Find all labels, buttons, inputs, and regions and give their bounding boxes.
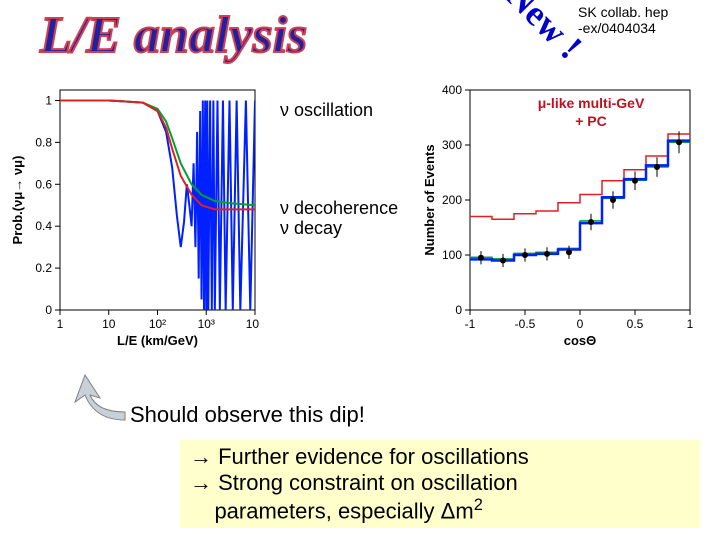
svg-text:100: 100	[442, 248, 462, 262]
svg-text:0: 0	[45, 303, 52, 317]
svg-text:10²: 10²	[149, 317, 166, 331]
svg-text:0: 0	[577, 317, 584, 331]
conclusion-line1: → Further evidence for oscillations	[190, 444, 690, 470]
svg-text:L/E (km/GeV): L/E (km/GeV)	[117, 333, 198, 348]
conclusion-box: → Further evidence for oscillations → St…	[180, 440, 700, 528]
svg-text:200: 200	[442, 193, 462, 207]
svg-text:10: 10	[102, 317, 116, 331]
conclusion-line2: → Strong constraint on oscillation	[190, 470, 690, 496]
svg-text:1: 1	[57, 317, 64, 331]
page-title: L/E analysis L/E analysis	[40, 6, 307, 65]
reference-text: SK collab. hep -ex/0404034	[578, 4, 708, 36]
new-badge: New !	[498, 0, 591, 67]
svg-text:0.2: 0.2	[35, 261, 52, 275]
label-decay: ν decay	[280, 218, 342, 239]
svg-text:0.6: 0.6	[35, 177, 52, 191]
svg-text:-1: -1	[465, 317, 476, 331]
svg-text:1: 1	[687, 317, 694, 331]
svg-text:10⁴: 10⁴	[246, 317, 260, 331]
event-count-chart: -1 -0.5 0 0.5 1 0 100 200 300 400 cosΘ Number of Ev…	[420, 80, 700, 350]
conclusion-line3: parameters, especially Δm2	[190, 496, 690, 524]
svg-text:Prob.(νμ→ νμ): Prob.(νμ→ νμ)	[10, 156, 25, 245]
svg-text:Number of Events: Number of Events	[422, 144, 437, 255]
svg-text:0.4: 0.4	[35, 219, 52, 233]
oscillation-prob-chart: 1 10 10² 10³ 10⁴ 0 0.2 0.4 0.6 0.8 1 L/E (km/GeV) Pr…	[10, 80, 260, 350]
svg-text:1: 1	[45, 93, 52, 107]
dip-caption: Should observe this dip!	[130, 402, 365, 428]
label-oscillation: ν oscillation	[280, 100, 373, 121]
title-outline: L/E analysis	[40, 6, 307, 65]
svg-text:300: 300	[442, 138, 462, 152]
svg-text:+ PC: + PC	[575, 113, 607, 129]
ref-line2: -ex/0404034	[578, 20, 656, 36]
svg-text:400: 400	[442, 83, 462, 97]
svg-text:μ-like multi-GeV: μ-like multi-GeV	[538, 95, 645, 111]
svg-text:0.8: 0.8	[35, 135, 52, 149]
svg-text:0: 0	[455, 303, 462, 317]
svg-text:0.5: 0.5	[627, 317, 644, 331]
label-decoherence: ν decoherence	[280, 198, 398, 219]
svg-text:10³: 10³	[198, 317, 215, 331]
svg-text:-0.5: -0.5	[515, 317, 536, 331]
ref-line1: SK collab. hep	[578, 4, 668, 20]
svg-text:cosΘ: cosΘ	[564, 333, 597, 348]
